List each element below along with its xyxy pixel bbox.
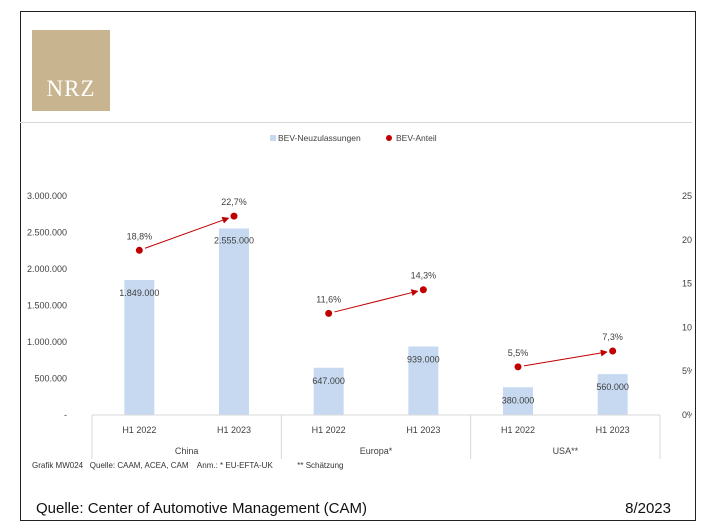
nrz-logo: NRZ <box>32 30 110 111</box>
bev-chart: BEV-Neuzulassungen BEV-Anteil - 500.000 1.00… <box>27 133 692 459</box>
bar <box>597 374 628 415</box>
bar-value-label: 647.000 <box>312 376 345 386</box>
bar-value-label: 939.000 <box>407 354 440 364</box>
bar <box>408 346 439 415</box>
y-left-tick-label: 2.000.000 <box>27 264 67 274</box>
y-right-tick-label: 5% <box>682 366 692 376</box>
share-trend-arrow <box>334 289 419 313</box>
group-label: China <box>175 446 199 456</box>
slide-frame <box>20 11 696 521</box>
share-value-label: 14,3% <box>411 271 437 281</box>
y-left-tick-label: 2.500.000 <box>27 228 67 238</box>
share-point <box>609 347 617 355</box>
bar-value-label: 380.000 <box>502 395 535 405</box>
group-label: USA** <box>553 446 579 456</box>
y-right-tick-label: 25% <box>682 191 692 201</box>
bar-value-label: 2.555.000 <box>214 235 254 245</box>
share-value-label: 7,3% <box>602 332 623 342</box>
y-right-tick-label: 20% <box>682 235 692 245</box>
bar <box>124 280 155 415</box>
y-left-tick-label: 3.000.000 <box>27 191 67 201</box>
y-left-tick-label: 500.000 <box>34 374 67 384</box>
chart-source-note: Grafik MW024 Quelle: CAAM, ACEA, CAM Anm… <box>32 461 344 470</box>
legend-label-share: BEV-Anteil <box>396 133 437 143</box>
x-tick-label: H1 2022 <box>312 425 346 435</box>
share-point <box>514 363 522 371</box>
chart-area: BEV-Neuzulassungen BEV-Anteil - 500.000 1.00… <box>20 122 692 478</box>
share-value-label: 22,7% <box>221 197 247 207</box>
bar <box>219 228 249 415</box>
bar <box>503 387 533 415</box>
legend-label-bars: BEV-Neuzulassungen <box>278 133 361 143</box>
share-trend-arrow <box>144 216 230 249</box>
x-tick-label: H1 2022 <box>122 425 156 435</box>
bar-value-label: 560.000 <box>596 382 629 392</box>
logo-text: NRZ <box>46 76 96 101</box>
share-trend-arrow <box>523 349 608 367</box>
share-point <box>135 246 143 254</box>
footer-source: Quelle: Center of Automotive Management … <box>36 500 367 517</box>
y-left-tick-label: - <box>64 410 67 420</box>
share-value-label: 18,8% <box>127 231 153 241</box>
y-left-tick-label: 1.500.000 <box>27 301 67 311</box>
footer-date: 8/2023 <box>625 500 671 517</box>
share-value-label: 5,5% <box>508 348 529 358</box>
y-right-tick-label: 0% <box>682 410 692 420</box>
x-tick-label: H1 2023 <box>596 425 630 435</box>
legend-swatch-share <box>386 135 392 141</box>
x-tick-label: H1 2022 <box>501 425 535 435</box>
share-point <box>325 309 333 317</box>
share-point <box>230 212 238 220</box>
share-value-label: 11,6% <box>316 294 341 304</box>
share-point <box>419 286 427 294</box>
legend-swatch-bars <box>270 135 276 141</box>
y-right-tick-label: 10% <box>682 322 692 332</box>
bar-value-label: 1.849.000 <box>119 288 159 298</box>
bar <box>313 367 344 415</box>
y-left-tick-label: 1.000.000 <box>27 337 67 347</box>
x-tick-label: H1 2023 <box>406 425 440 435</box>
group-label: Europa* <box>360 446 393 456</box>
x-tick-label: H1 2023 <box>217 425 251 435</box>
y-right-tick-label: 15% <box>682 279 692 289</box>
